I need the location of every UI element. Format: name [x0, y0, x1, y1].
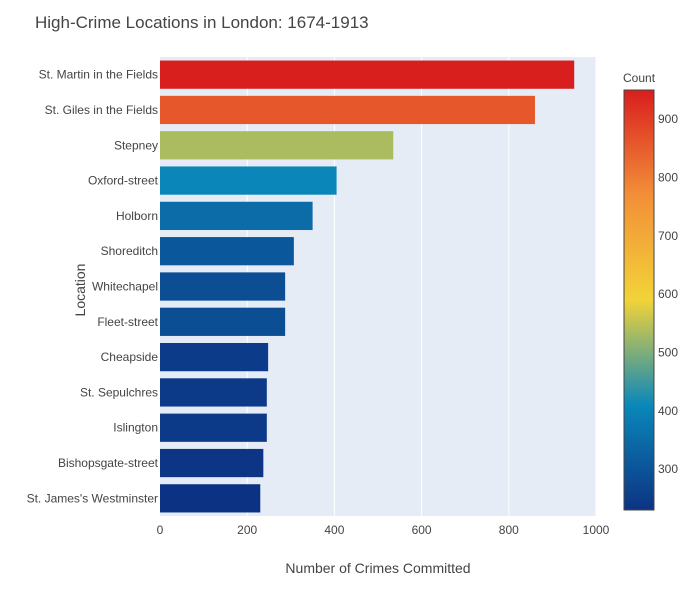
- y-tick-label: Fleet-street: [97, 315, 158, 329]
- colorbar-tick-label: 600: [658, 287, 678, 301]
- colorbar-tick-label: 400: [658, 404, 678, 418]
- colorbar-tick-label: 500: [658, 346, 678, 360]
- colorbar-tick-label: 700: [658, 229, 678, 243]
- y-tick-label: Whitechapel: [92, 280, 158, 294]
- x-tick-label: 800: [499, 523, 519, 537]
- x-axis-label: Number of Crimes Committed: [285, 560, 470, 576]
- x-tick-label: 400: [324, 523, 344, 537]
- bar[interactable]: [160, 307, 286, 336]
- bar[interactable]: [160, 60, 575, 89]
- colorbar-tick-label: 900: [658, 112, 678, 126]
- y-tick-label: St. Giles in the Fields: [45, 103, 158, 117]
- y-tick-label: St. James's Westminster: [27, 491, 158, 505]
- bar[interactable]: [160, 201, 313, 231]
- colorbar-tick-label: 300: [658, 462, 678, 476]
- x-tick-label: 600: [412, 523, 432, 537]
- bar[interactable]: [160, 448, 264, 478]
- bar[interactable]: [160, 342, 269, 372]
- y-tick-label: Cheapside: [101, 350, 159, 364]
- y-tick-label: Holborn: [116, 209, 158, 223]
- y-tick-label: St. Martin in the Fields: [39, 68, 158, 82]
- bar[interactable]: [160, 237, 294, 266]
- y-tick-label: Bishopsgate-street: [58, 456, 159, 470]
- chart-title: High-Crime Locations in London: 1674-191…: [35, 13, 369, 32]
- y-tick-label: Stepney: [114, 138, 158, 152]
- colorbar-title: Count: [623, 71, 656, 85]
- y-tick-label: St. Sepulchres: [80, 385, 158, 399]
- x-tick-label: 1000: [583, 523, 610, 537]
- y-tick-label: Oxford-street: [88, 174, 159, 188]
- bar[interactable]: [160, 484, 261, 513]
- colorbar-tick-label: 800: [658, 171, 678, 185]
- bar[interactable]: [160, 378, 267, 407]
- y-tick-label: Islington: [113, 421, 158, 435]
- bar[interactable]: [160, 413, 267, 442]
- bar[interactable]: [160, 131, 394, 160]
- bar[interactable]: [160, 95, 535, 125]
- x-tick-label: 200: [237, 523, 257, 537]
- bar[interactable]: [160, 166, 337, 195]
- y-axis-label: Location: [72, 264, 88, 317]
- colorbar: [623, 89, 655, 511]
- x-tick-label: 0: [157, 523, 164, 537]
- y-tick-label: Shoreditch: [101, 244, 158, 258]
- bar[interactable]: [160, 272, 286, 301]
